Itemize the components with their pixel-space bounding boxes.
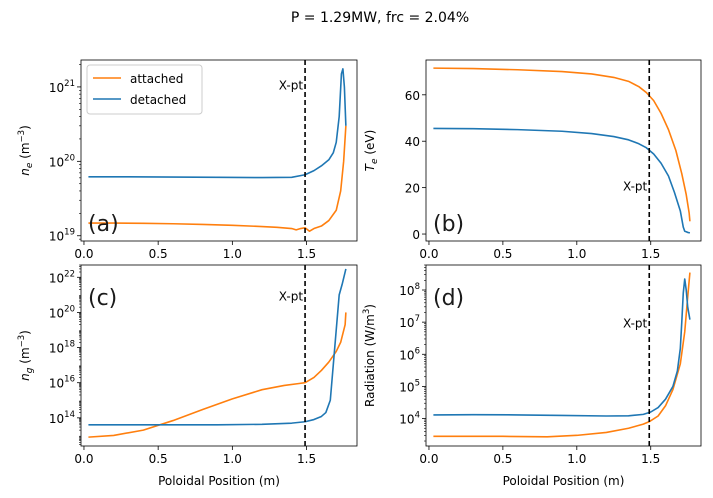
panel-label: (b) — [433, 212, 464, 237]
panel-label: (d) — [433, 286, 464, 311]
chart-panel-1: 0.0 0.5 1.0 1.5 1019 1020 1021 X-pt (a) ne (m−3) a… — [17, 59, 358, 261]
x-tick-label: 1.0 — [223, 452, 242, 466]
series-line-detached — [433, 278, 691, 417]
series-line-attached — [433, 272, 691, 438]
y-tick-label: 1016 — [49, 375, 75, 391]
x-tick-label: 1.5 — [641, 452, 660, 466]
y-tick-label: 1014 — [49, 410, 75, 426]
x-tick-label: 1.5 — [297, 452, 316, 466]
y-tick-label: 106 — [399, 346, 420, 362]
series-line-detached — [433, 127, 691, 234]
x-tick-label: 1.5 — [641, 247, 660, 261]
series-line-attached — [88, 125, 347, 233]
x-axis-label: Poloidal Position (m) — [158, 474, 280, 488]
legend: attached detached — [86, 64, 203, 115]
x-axis-label: Poloidal Position (m) — [503, 474, 625, 488]
y-axis-label: Radiation (W/m3) — [362, 304, 377, 407]
y-tick-label: 1020 — [49, 153, 75, 169]
y-tick-label: 105 — [399, 378, 420, 394]
x-tick-label: 0.0 — [419, 452, 438, 466]
series-line-attached — [88, 312, 347, 438]
y-tick-label: 108 — [399, 282, 420, 298]
xpt-label: X-pt — [623, 317, 648, 331]
series-line-attached — [433, 67, 691, 222]
x-tick-label: 1.0 — [567, 452, 586, 466]
xpt-label: X-pt — [279, 290, 304, 304]
x-tick-label: 0.5 — [149, 452, 168, 466]
x-tick-label: 0.0 — [419, 247, 438, 261]
y-tick-label: 1019 — [49, 228, 75, 244]
x-tick-label: 1.0 — [223, 247, 242, 261]
panel-label: (c) — [88, 286, 117, 311]
chart-panel-2: 0.0 0.5 1.0 1.5 0 20 40 60 X-pt (b) Te (eV) — [363, 59, 702, 261]
x-tick-label: 1.5 — [297, 247, 316, 261]
series-line-detached — [88, 68, 347, 179]
y-tick-label: 20 — [405, 182, 420, 196]
x-tick-label: 0.5 — [493, 247, 512, 261]
y-tick-label: 60 — [405, 89, 420, 103]
y-tick-label: 1022 — [49, 269, 75, 285]
axes-frame — [425, 59, 702, 242]
legend-label-detached: detached — [130, 93, 186, 107]
chart-panel-3: 0.0 0.5 1.0 1.5 1014 1016 1018 1020 1022 X-pt (c) n… — [17, 264, 358, 488]
figure-title: P = 1.29MW, frc = 2.04% — [291, 10, 469, 26]
y-axis-label: ng (m−3) — [17, 330, 35, 381]
axes-frame — [80, 264, 358, 447]
y-tick-label: 107 — [399, 314, 420, 330]
y-tick-label: 104 — [399, 411, 420, 427]
xpt-label: X-pt — [279, 78, 304, 92]
y-tick-label: 1021 — [49, 79, 75, 95]
xpt-label: X-pt — [623, 179, 648, 193]
series-line-detached — [88, 268, 347, 426]
y-tick-label: 0 — [412, 228, 420, 242]
y-tick-label: 40 — [405, 135, 420, 149]
y-tick-label: 1018 — [49, 340, 75, 356]
x-tick-label: 1.0 — [567, 247, 586, 261]
axes-frame — [425, 264, 702, 447]
x-tick-label: 0.5 — [493, 452, 512, 466]
axes-frame — [80, 59, 358, 242]
panels: 0.0 0.5 1.0 1.5 1019 1020 1021 X-pt (a) ne (m−3) a… — [17, 59, 702, 488]
y-tick-label: 1020 — [49, 304, 75, 320]
x-tick-label: 0.5 — [149, 247, 168, 261]
panel-label: (a) — [88, 212, 119, 237]
chart-panel-4: 0.0 0.5 1.0 1.5 104 105 106 107 108 X-pt (d) Radiat… — [362, 264, 702, 488]
x-tick-label: 0.0 — [74, 247, 93, 261]
x-tick-label: 0.0 — [74, 452, 93, 466]
y-axis-label: ne (m−3) — [17, 125, 35, 176]
legend-label-attached: attached — [130, 72, 183, 86]
y-axis-label: Te (eV) — [363, 130, 380, 172]
